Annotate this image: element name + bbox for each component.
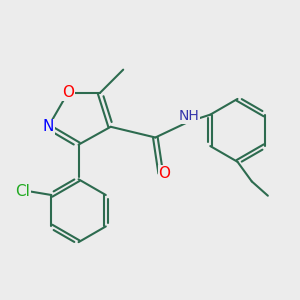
Text: O: O xyxy=(62,85,74,100)
Text: Cl: Cl xyxy=(15,184,30,199)
Text: N: N xyxy=(43,119,54,134)
Text: O: O xyxy=(158,166,170,181)
Text: NH: NH xyxy=(179,109,200,123)
